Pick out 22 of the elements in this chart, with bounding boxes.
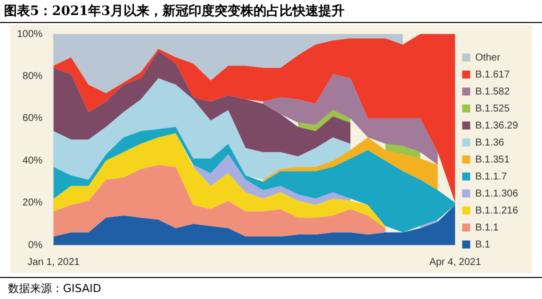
- y-tick-label: 60%: [22, 113, 43, 124]
- legend-label: B.1.525: [475, 103, 510, 114]
- legend-label: B.1.582: [475, 86, 510, 98]
- x-tick-label: Apr 4, 2021: [429, 256, 482, 268]
- source-note: 数据来源：GISAID: [0, 277, 542, 299]
- legend-label: B.1.36.29: [475, 120, 518, 132]
- legend-label: B.1.1.216: [475, 205, 518, 216]
- y-tick-label: 80%: [22, 70, 43, 82]
- legend-label: B.1: [475, 239, 491, 250]
- legend-label: B.1.1.7: [475, 171, 508, 182]
- legend-label: B.1.36: [475, 137, 505, 148]
- legend-label: B.1.351: [475, 154, 510, 166]
- x-tick-label: Jan 1, 2021: [27, 256, 80, 268]
- y-tick-label: 40%: [22, 155, 43, 166]
- y-tick-label: 100%: [17, 28, 43, 40]
- legend-label: B.1.1: [475, 222, 499, 234]
- legend-label: B.1.1.306: [475, 188, 518, 200]
- legend-label: B.1.617: [475, 69, 510, 80]
- y-tick-label: 0%: [28, 240, 43, 251]
- y-tick-label: 20%: [22, 198, 43, 209]
- chart-title: 图表5：2021年3月以来，新冠印度突变株的占比快速提升: [0, 0, 542, 23]
- legend-label: Other: [475, 52, 501, 64]
